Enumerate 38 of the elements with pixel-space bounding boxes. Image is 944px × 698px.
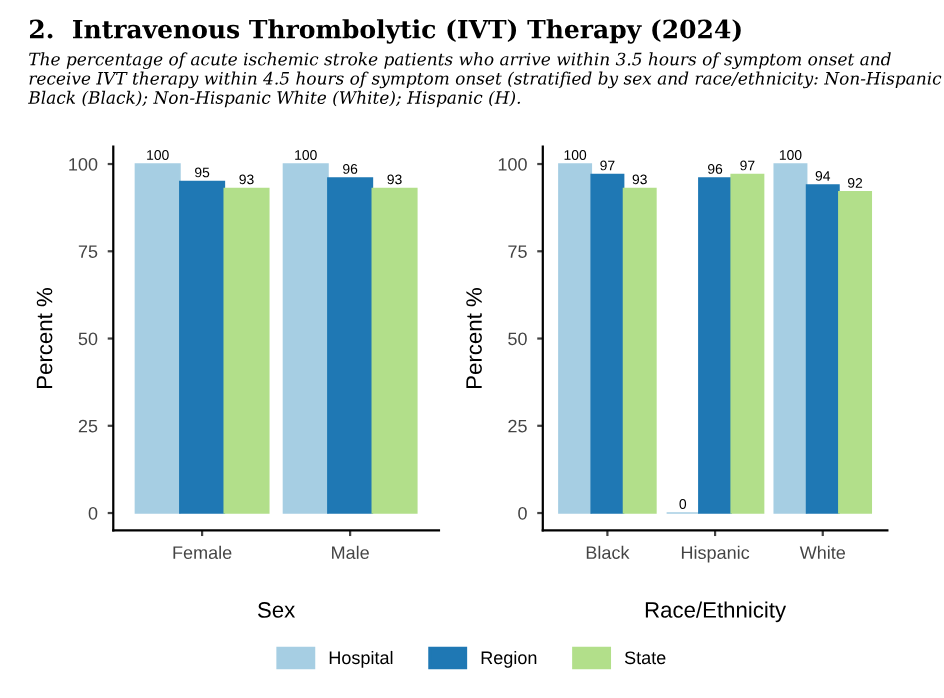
y-tick-label: 75 [508,245,527,258]
y-axis-title: Percent % [36,288,53,388]
legend-label: State [624,651,666,665]
y-tick-label: 25 [508,419,527,433]
text: The percentage of acute ischemic stroke patients who arrive within 3.5 hours of symptom onset and receive IVT therapy within 4.5 hours of symptom onset (stratified by sex and race/ethnicity: Non-Hispanic Black (Black); Non-Hispanic White (White); Hispanic (H). [28,52,942,108]
chart-title: 2. Intravenous Thrombolytic (IVT) Therapy (2024) [29,19,741,44]
bar [698,177,733,514]
bar [590,173,625,514]
bar [805,184,840,514]
bar [730,173,765,514]
bar [282,163,329,514]
bar [371,187,418,514]
legend-label: Region [481,650,537,668]
bar [179,180,226,514]
y-tick-label: 100 [69,157,98,171]
y-tick-label: 25 [78,419,98,433]
bar [223,187,270,514]
x-axis-title: Race/Ethnicity [645,601,787,623]
y-tick-label: 0 [88,506,98,520]
bar [622,187,657,514]
x-tick-label: Hispanic [681,545,750,563]
y-axis-title: Percent % [466,288,482,388]
x-tick-label: White [799,545,846,560]
y-tick-label: 100 [498,157,527,171]
y-tick-label: 50 [78,332,98,346]
legend-label: Hospital [329,650,393,668]
bar [134,163,181,514]
y-tick-label: 50 [508,332,527,346]
x-tick-label: Female [173,545,232,560]
bar [838,191,873,514]
bar [773,163,808,514]
x-axis-title: Sex [257,602,296,618]
bar [327,177,374,514]
x-tick-label: Black [586,545,630,560]
y-tick-label: 0 [518,506,527,520]
bar [558,163,593,514]
x-tick-label: Male [332,545,369,560]
y-tick-label: 75 [78,245,98,258]
